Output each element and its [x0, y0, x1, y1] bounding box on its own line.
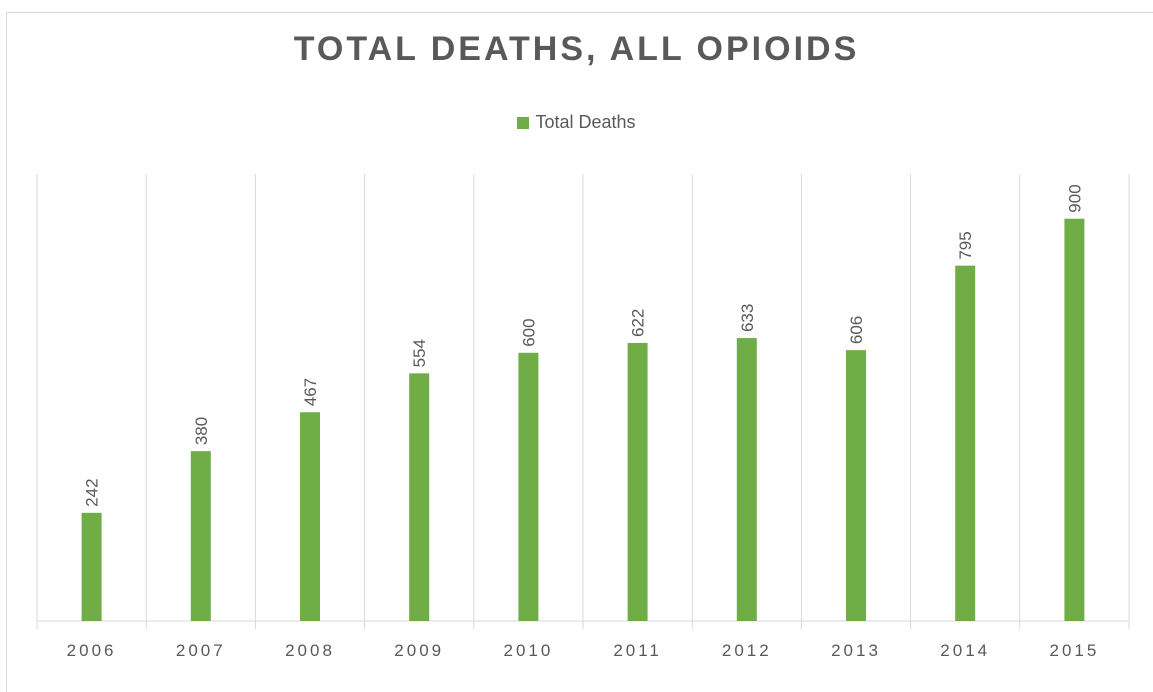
bar-2007: [191, 451, 211, 621]
data-label-2014: 795: [956, 231, 975, 259]
bar-2008: [300, 412, 320, 621]
data-label-2010: 600: [519, 318, 538, 346]
bar-chart: 242 2006 380 2007 467 2008 554 2009 600 2010 622 20…: [0, 0, 1153, 673]
x-tick-label-2013: 2013: [831, 641, 881, 660]
data-label-2008: 467: [301, 378, 320, 406]
data-label-2013: 606: [847, 316, 866, 344]
data-label-2009: 554: [410, 339, 429, 367]
data-label-2006: 242: [83, 478, 102, 506]
data-label-2015: 900: [1065, 184, 1084, 212]
bar-2006: [82, 513, 102, 621]
bar-2009: [409, 373, 429, 621]
bar-2013: [846, 350, 866, 621]
x-tick-label-2014: 2014: [940, 641, 990, 660]
x-tick-label-2008: 2008: [285, 641, 335, 660]
x-tick-label-2007: 2007: [176, 641, 226, 660]
x-tick-label-2011: 2011: [613, 641, 662, 660]
data-label-2007: 380: [192, 417, 211, 445]
bar-2014: [955, 266, 975, 621]
data-label-2012: 633: [738, 304, 757, 332]
x-tick-label-2015: 2015: [1049, 641, 1099, 660]
bar-2012: [737, 338, 757, 621]
x-tick-label-2009: 2009: [394, 641, 444, 660]
x-tick-label-2010: 2010: [503, 641, 553, 660]
x-tick-label-2006: 2006: [67, 641, 117, 660]
bar-2010: [518, 353, 538, 621]
bar-2015: [1064, 219, 1084, 621]
bar-2011: [628, 343, 648, 621]
x-tick-label-2012: 2012: [722, 641, 772, 660]
data-label-2011: 622: [629, 309, 648, 337]
